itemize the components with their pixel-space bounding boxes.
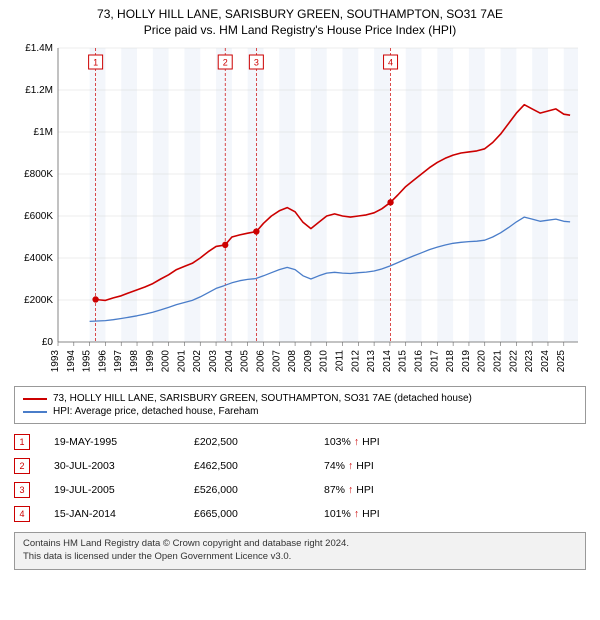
footer-attribution: Contains HM Land Registry data © Crown c… [14, 532, 586, 570]
svg-text:2002: 2002 [192, 350, 203, 373]
svg-text:2021: 2021 [493, 350, 504, 373]
svg-text:2005: 2005 [240, 350, 251, 373]
svg-text:2019: 2019 [461, 350, 472, 373]
legend-label: HPI: Average price, detached house, Fare… [53, 406, 259, 417]
svg-text:1995: 1995 [82, 350, 93, 373]
sales-pct: 101%↑HPI [324, 508, 394, 520]
page-container: 73, HOLLY HILL LANE, SARISBURY GREEN, SO… [0, 0, 600, 570]
chart-legend: 73, HOLLY HILL LANE, SARISBURY GREEN, SO… [14, 386, 586, 424]
sales-row: 2 30-JUL-2003£462,50074%↑HPI [14, 454, 586, 478]
svg-text:2020: 2020 [477, 350, 488, 373]
price-chart-svg: £0 £200K £400K £600K £800K £1M £1.2M £1.4M 1993 1… [10, 40, 590, 380]
svg-text:£0: £0 [42, 337, 54, 348]
svg-text:2010: 2010 [319, 350, 330, 373]
chart-area: £0 £200K £400K £600K £800K £1M £1.2M £1.4M 1993 1… [10, 40, 590, 380]
svg-text:£1M: £1M [34, 127, 53, 138]
svg-text:2012: 2012 [350, 350, 361, 373]
legend-swatch [23, 398, 47, 400]
svg-text:2003: 2003 [208, 350, 219, 373]
svg-text:£600K: £600K [24, 211, 53, 222]
svg-text:2000: 2000 [161, 350, 172, 373]
sales-date: 19-MAY-1995 [54, 436, 194, 448]
svg-text:1997: 1997 [113, 350, 124, 373]
svg-text:1999: 1999 [145, 350, 156, 373]
svg-text:2: 2 [223, 58, 228, 68]
svg-text:1993: 1993 [50, 350, 61, 373]
sales-pct: 74%↑HPI [324, 460, 394, 472]
svg-text:3: 3 [254, 58, 259, 68]
sales-row: 4 15-JAN-2014£665,000101%↑HPI [14, 502, 586, 526]
sales-table: 1 19-MAY-1995£202,500103%↑HPI 2 30-JUL-2003… [14, 430, 586, 526]
legend-label: 73, HOLLY HILL LANE, SARISBURY GREEN, SO… [53, 393, 472, 404]
footer-line-1: Contains HM Land Registry data © Crown c… [23, 538, 577, 551]
svg-text:2004: 2004 [224, 350, 235, 373]
svg-text:2025: 2025 [556, 350, 567, 373]
legend-swatch [23, 411, 47, 413]
legend-item: HPI: Average price, detached house, Fare… [23, 405, 577, 418]
svg-text:2007: 2007 [271, 350, 282, 373]
svg-text:£1.4M: £1.4M [25, 43, 53, 54]
svg-text:2014: 2014 [382, 350, 393, 373]
footer-line-2: This data is licensed under the Open Gov… [23, 551, 577, 564]
sales-pct: 87%↑HPI [324, 484, 394, 496]
sales-marker: 2 [14, 458, 30, 474]
sales-marker: 4 [14, 506, 30, 522]
svg-text:£200K: £200K [24, 295, 53, 306]
svg-text:£400K: £400K [24, 253, 53, 264]
sales-price: £526,000 [194, 484, 324, 496]
title-line-1: 73, HOLLY HILL LANE, SARISBURY GREEN, SO… [10, 6, 590, 22]
svg-text:2017: 2017 [429, 350, 440, 373]
svg-text:2018: 2018 [445, 350, 456, 373]
sales-pct: 103%↑HPI [324, 436, 394, 448]
svg-text:4: 4 [388, 58, 393, 68]
svg-text:1994: 1994 [66, 350, 77, 373]
sales-date: 30-JUL-2003 [54, 460, 194, 472]
svg-text:2015: 2015 [398, 350, 409, 373]
svg-text:2001: 2001 [176, 350, 187, 373]
sales-price: £665,000 [194, 508, 324, 520]
svg-text:2013: 2013 [366, 350, 377, 373]
sales-price: £202,500 [194, 436, 324, 448]
svg-text:1: 1 [93, 58, 98, 68]
svg-text:1996: 1996 [97, 350, 108, 373]
svg-text:2024: 2024 [540, 350, 551, 373]
sales-price: £462,500 [194, 460, 324, 472]
sales-row: 1 19-MAY-1995£202,500103%↑HPI [14, 430, 586, 454]
chart-titles: 73, HOLLY HILL LANE, SARISBURY GREEN, SO… [0, 0, 600, 40]
svg-text:2009: 2009 [303, 350, 314, 373]
sales-marker: 3 [14, 482, 30, 498]
title-line-2: Price paid vs. HM Land Registry's House … [10, 22, 590, 38]
svg-text:£800K: £800K [24, 169, 53, 180]
sales-marker: 1 [14, 434, 30, 450]
svg-text:2011: 2011 [334, 350, 345, 372]
svg-text:2006: 2006 [255, 350, 266, 373]
svg-text:2016: 2016 [414, 350, 425, 373]
sales-date: 15-JAN-2014 [54, 508, 194, 520]
sales-date: 19-JUL-2005 [54, 484, 194, 496]
svg-text:£1.2M: £1.2M [25, 85, 53, 96]
svg-text:1998: 1998 [129, 350, 140, 373]
legend-item: 73, HOLLY HILL LANE, SARISBURY GREEN, SO… [23, 392, 577, 405]
svg-text:2008: 2008 [287, 350, 298, 373]
svg-text:2023: 2023 [524, 350, 535, 373]
sales-row: 3 19-JUL-2005£526,00087%↑HPI [14, 478, 586, 502]
svg-text:2022: 2022 [508, 350, 519, 373]
